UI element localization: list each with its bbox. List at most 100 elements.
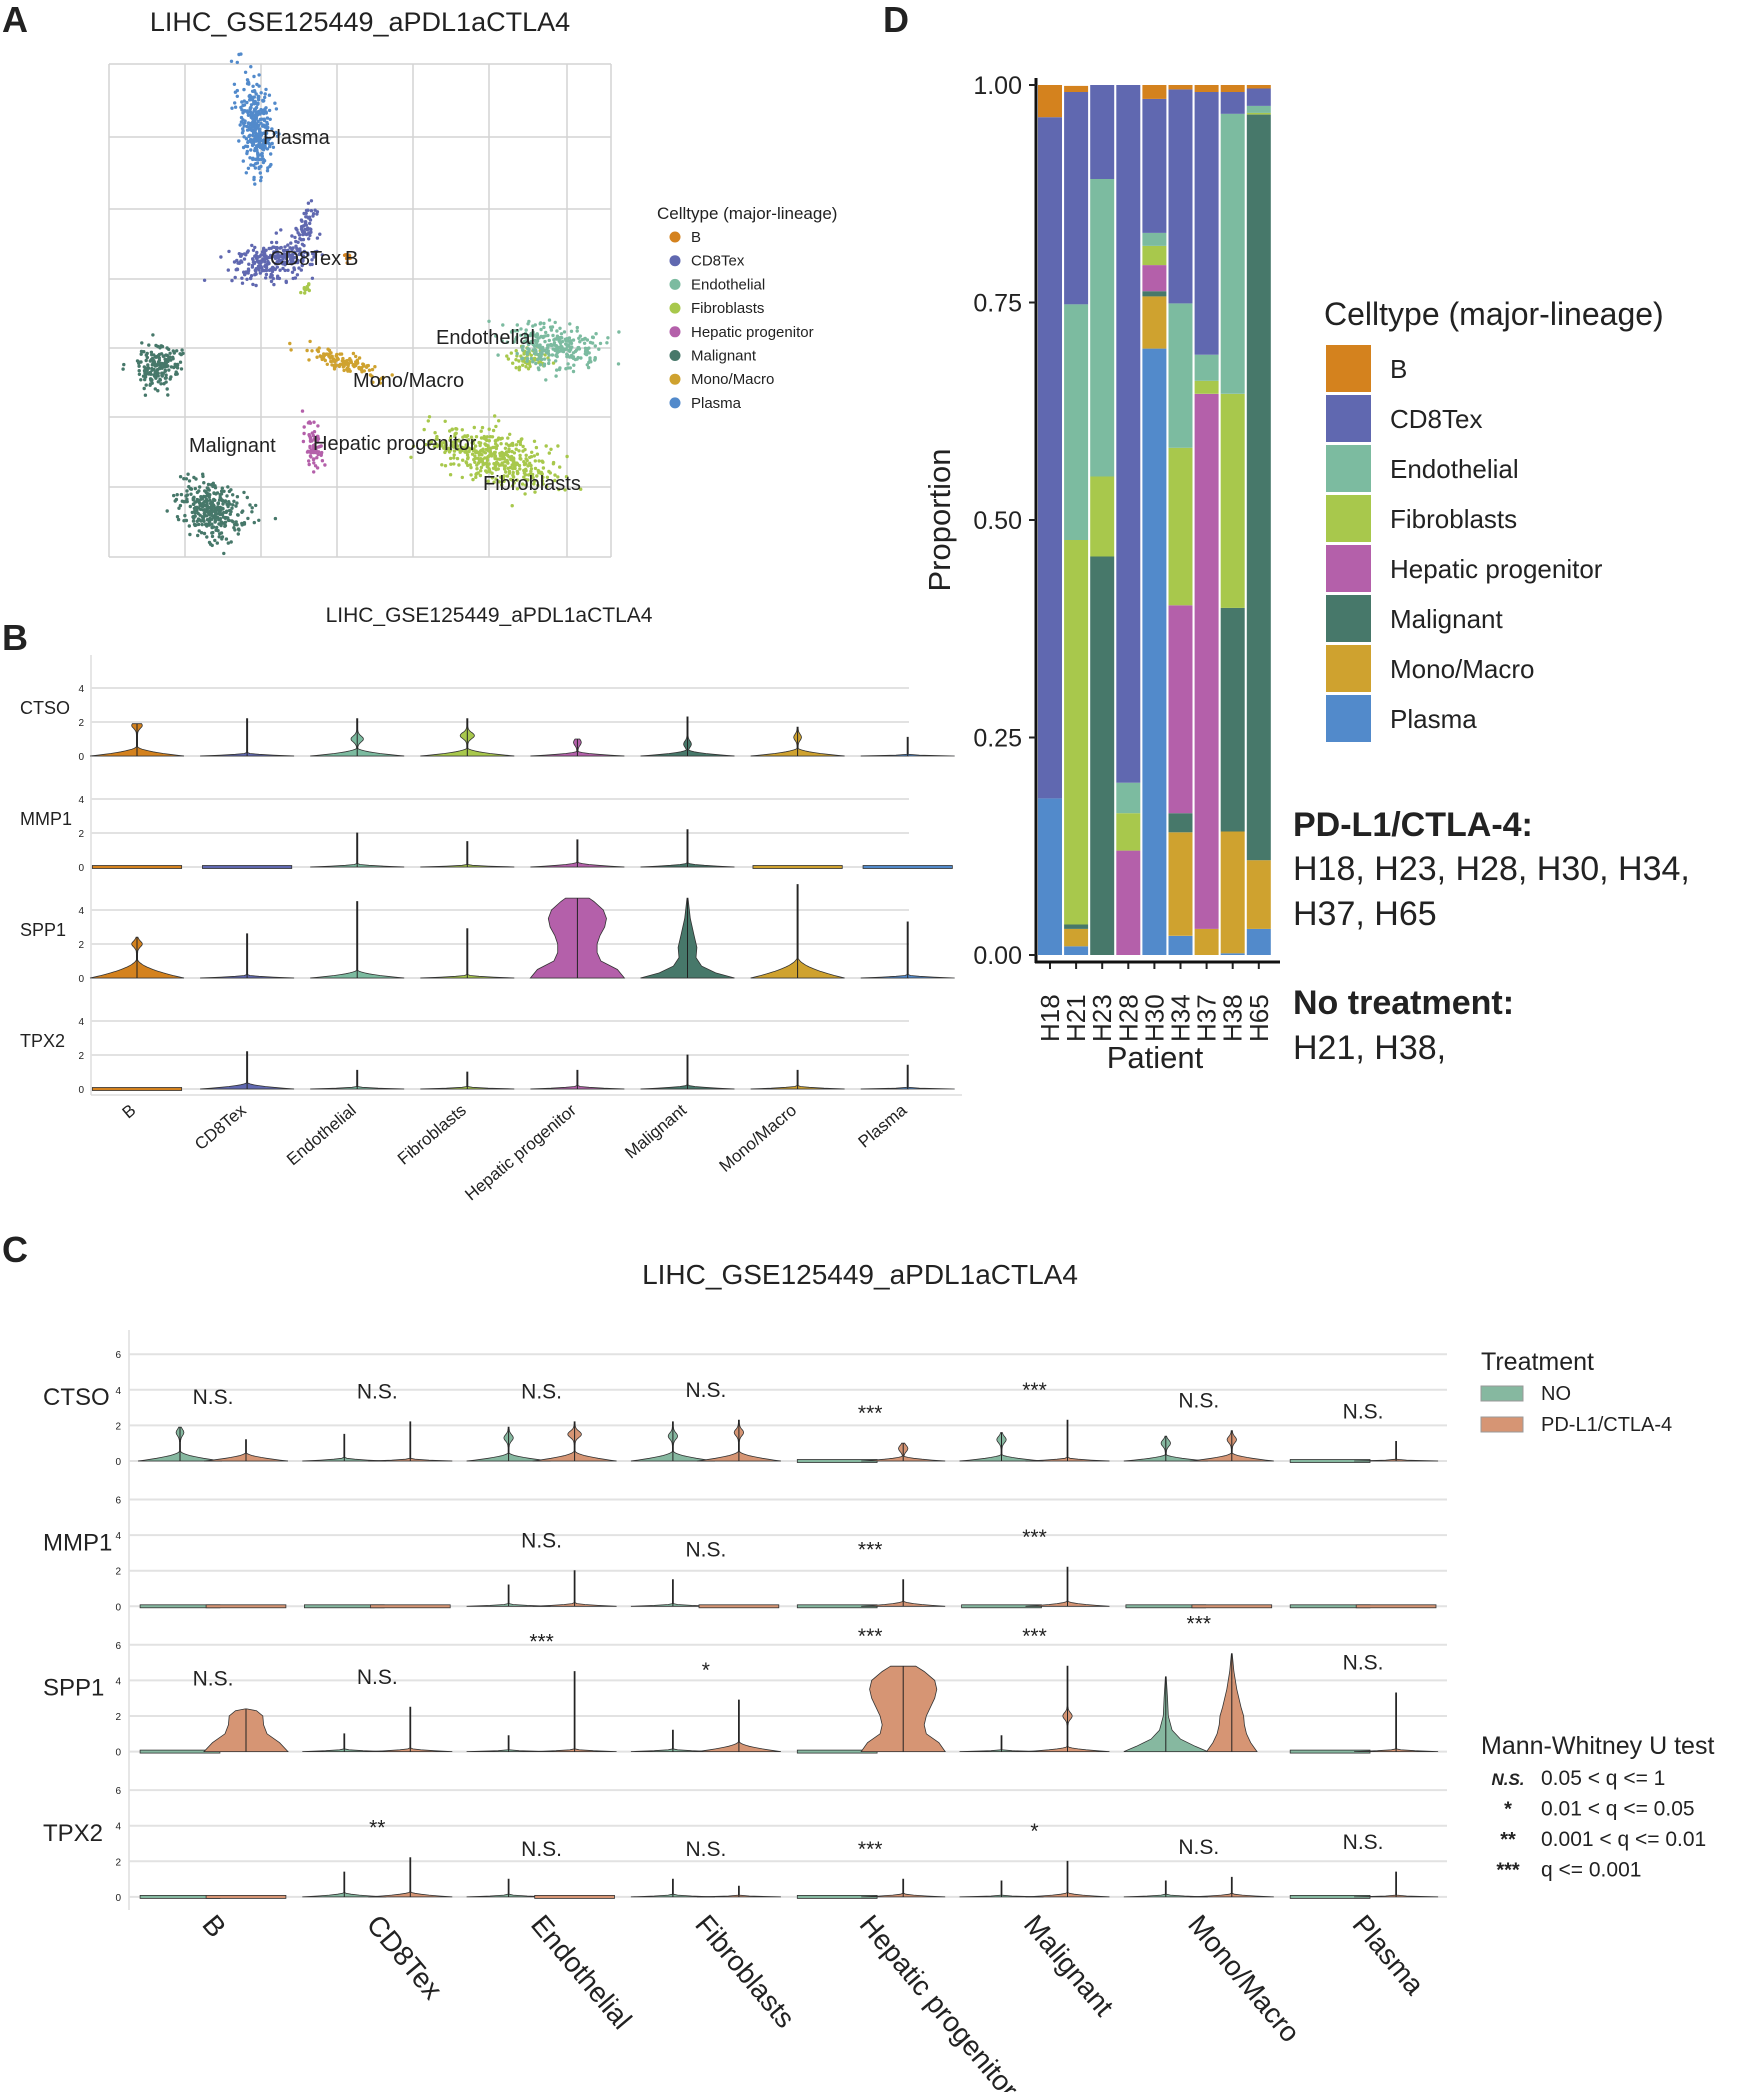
umap-point: [264, 276, 268, 280]
umap-point: [443, 441, 448, 446]
umap-point: [235, 495, 240, 499]
umap-point: [248, 133, 252, 137]
bar-segment-hepatic-progenitor: [1116, 850, 1141, 955]
umap-point: [220, 486, 224, 490]
umap-point: [162, 363, 166, 368]
umap-point: [515, 329, 520, 333]
umap-point: [271, 276, 275, 281]
y-tick-label: 2: [78, 829, 84, 840]
umap-point: [242, 87, 246, 92]
significance-label: N.S.: [1343, 1831, 1384, 1854]
umap-point: [506, 436, 510, 440]
umap-point: [465, 434, 470, 438]
significance-label: ***: [858, 1402, 883, 1425]
umap-point: [202, 531, 207, 536]
bar-segment-malignant: [1168, 813, 1193, 833]
umap-point: [227, 489, 232, 494]
umap-point: [310, 349, 314, 353]
umap-point: [304, 288, 308, 292]
umap-point: [312, 450, 316, 455]
umap-point: [285, 259, 290, 264]
umap-point: [274, 231, 278, 235]
significance-label: *: [1030, 1820, 1038, 1843]
umap-point: [550, 353, 555, 357]
bar-h23: [1090, 85, 1115, 955]
umap-point: [519, 333, 523, 338]
umap-point: [206, 486, 210, 491]
umap-point: [148, 377, 153, 381]
violin: [752, 865, 843, 869]
bar-segment-endothelial: [1168, 303, 1193, 448]
umap-point: [311, 434, 316, 438]
treatment-legend-item: PD-L1/CTLA-4: [1541, 1414, 1672, 1436]
umap-point: [579, 487, 583, 491]
violin: [1355, 1604, 1437, 1609]
y-tick-label: 0: [78, 863, 84, 874]
umap-point: [264, 248, 268, 252]
umap-point: [478, 443, 482, 448]
umap-point: [223, 523, 228, 528]
umap-point: [208, 516, 212, 520]
umap-point: [464, 460, 468, 464]
umap-point: [565, 354, 569, 359]
umap-point: [235, 501, 239, 505]
umap-point: [517, 359, 521, 363]
umap-point: [160, 371, 164, 375]
umap-point: [289, 241, 293, 245]
umap-point: [528, 461, 532, 465]
treatment-note: PD-L1/CTLA-4: H18, H23, H28, H30, H34, H37…: [1293, 806, 1690, 1067]
test-legend-symbol: N.S.: [1491, 1770, 1524, 1789]
umap-point: [243, 119, 247, 123]
umap-point: [446, 447, 450, 451]
umap-point: [173, 364, 177, 369]
umap-point: [193, 500, 197, 504]
umap-point: [150, 368, 154, 372]
umap-point: [565, 454, 569, 459]
umap-point: [171, 355, 175, 359]
bar-segment-b: [1064, 85, 1089, 92]
umap-point: [313, 208, 317, 212]
umap-point: [280, 254, 284, 259]
umap-point: [312, 437, 316, 441]
umap-point: [325, 362, 329, 366]
y-tick-label: 4: [78, 1017, 84, 1028]
umap-point: [301, 237, 306, 242]
umap-point: [555, 368, 559, 372]
umap-point: [468, 463, 472, 467]
umap-point: [552, 338, 556, 342]
umap-point: [554, 374, 558, 378]
umap-point: [220, 506, 224, 510]
umap-point: [289, 261, 293, 265]
umap-point: [532, 454, 536, 458]
significance-label: N.S.: [685, 1379, 726, 1402]
umap-point: [521, 348, 525, 352]
umap-point: [260, 139, 265, 143]
gene-label: CTSO: [43, 1384, 110, 1411]
umap-point: [252, 177, 256, 182]
umap-point: [433, 431, 437, 435]
umap-point: [283, 261, 287, 265]
umap-point: [568, 322, 572, 326]
test-legend-range: 0.05 < q <= 1: [1541, 1767, 1665, 1790]
umap-point: [264, 272, 269, 277]
umap-point: [598, 341, 603, 346]
umap-point: [505, 354, 509, 358]
legend-swatch: [1326, 495, 1371, 542]
umap-point: [308, 221, 312, 226]
umap-point: [225, 516, 229, 520]
legend-swatch: [1480, 1385, 1524, 1402]
umap-point: [373, 365, 377, 369]
umap-point: [456, 447, 460, 452]
umap-point: [452, 449, 457, 453]
umap-point: [460, 475, 464, 480]
umap-point: [427, 415, 432, 419]
umap-point: [449, 443, 453, 448]
gene-label: MMP1: [20, 809, 72, 829]
umap-point: [448, 438, 452, 442]
umap-point: [252, 520, 256, 525]
umap-point: [552, 341, 557, 345]
umap-point: [568, 366, 572, 370]
umap-point: [217, 509, 221, 513]
bar-segment-fibroblasts: [1220, 393, 1245, 608]
umap-point: [306, 251, 310, 255]
